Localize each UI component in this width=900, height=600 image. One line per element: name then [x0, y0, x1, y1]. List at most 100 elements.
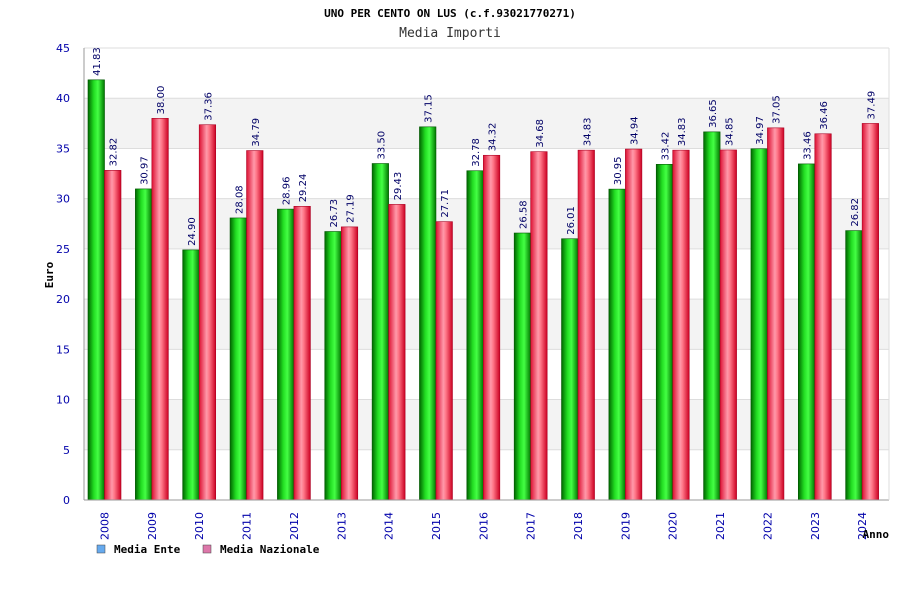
data-label-media-ente-2020: 33.42 [660, 132, 671, 161]
y-tick-label: 35 [56, 142, 70, 155]
bar-media-ente-2015 [419, 126, 437, 501]
bar-media-ente-2013 [324, 231, 342, 501]
x-tick-label-2024: 2024 [856, 512, 869, 540]
x-tick-label-2009: 2009 [146, 512, 159, 540]
data-label-media-ente-2022: 34.97 [755, 116, 766, 145]
x-axis-label: Anno [863, 528, 890, 541]
data-label-media-ente-2010: 24.90 [187, 217, 198, 246]
legend: Media Ente Media Nazionale [96, 543, 320, 556]
legend-swatch-media-nazionale [202, 544, 212, 554]
legend-label-media-nazionale: Media Nazionale [220, 543, 320, 556]
x-tick-label-2015: 2015 [430, 512, 443, 540]
data-label-media-ente-2012: 28.96 [282, 176, 293, 205]
data-label-media-ente-2017: 26.58 [518, 200, 529, 229]
bar-media-ente-2011 [229, 217, 247, 501]
y-tick-label: 20 [56, 293, 70, 306]
data-label-media-nazionale-2017: 34.68 [535, 119, 546, 148]
x-tick-label-2013: 2013 [335, 512, 348, 540]
bar-media-nazionale-2016 [483, 154, 501, 501]
y-axis-label: Euro [43, 261, 56, 288]
y-axis-ticks: 0 5 10 15 20 25 30 35 40 45 [56, 42, 70, 507]
bar-media-ente-2016 [466, 170, 484, 501]
data-label-media-ente-2016: 32.78 [471, 138, 482, 167]
bar-media-nazionale-2014 [388, 204, 406, 501]
bar-media-ente-2020 [655, 164, 674, 501]
bar-media-nazionale-2011 [246, 150, 264, 501]
data-label-media-nazionale-2021: 34.85 [724, 117, 735, 146]
data-label-media-ente-2018: 26.01 [566, 206, 577, 235]
y-tick-label: 5 [63, 444, 70, 457]
bar-media-ente-2022 [750, 148, 768, 501]
data-label-media-nazionale-2018: 34.83 [582, 118, 593, 147]
x-tick-label-2023: 2023 [809, 512, 822, 540]
chart-title: UNO PER CENTO ON LUS (c.f.93021770271) [324, 7, 576, 20]
x-tick-label-2014: 2014 [383, 512, 396, 540]
bar-media-nazionale-2012 [293, 206, 311, 501]
bar-media-nazionale-2024 [861, 123, 879, 501]
x-tick-label-2010: 2010 [193, 512, 206, 540]
data-label-media-ente-2015: 37.15 [424, 94, 435, 123]
data-label-media-ente-2011: 28.08 [234, 185, 245, 214]
bar-media-nazionale-2008 [104, 170, 122, 501]
data-label-media-nazionale-2019: 34.94 [630, 116, 641, 145]
bar-media-ente-2017 [513, 232, 531, 501]
x-tick-label-2011: 2011 [241, 512, 254, 540]
data-label-media-ente-2013: 26.73 [329, 199, 340, 228]
y-tick-label: 30 [56, 193, 70, 206]
data-labels: 41.83 32.82 30.97 38.00 24.90 37.36 28.08 34.79… [92, 47, 877, 246]
legend-label-media-ente: Media Ente [114, 543, 181, 556]
data-label-media-nazionale-2014: 29.43 [393, 172, 404, 201]
data-label-media-nazionale-2023: 36.46 [819, 101, 830, 130]
data-label-media-nazionale-2010: 37.36 [203, 92, 214, 121]
x-tick-label-2019: 2019 [619, 512, 632, 540]
data-label-media-ente-2009: 30.97 [140, 156, 151, 185]
chart-subtitle: Media Importi [399, 26, 501, 41]
bar-media-nazionale-2009 [151, 118, 169, 501]
bar-media-ente-2019 [608, 188, 626, 501]
y-tick-label: 10 [56, 394, 70, 407]
data-label-media-ente-2014: 33.50 [376, 131, 387, 160]
x-tick-label-2012: 2012 [288, 512, 301, 540]
bar-media-nazionale-2023 [814, 133, 832, 501]
x-axis-ticks: 2008 2009 2010 2011 2012 2013 2014 2015 2016 2017… [99, 512, 870, 540]
axes [83, 48, 890, 501]
x-tick-label-2017: 2017 [525, 512, 538, 540]
x-tick-label-2018: 2018 [572, 512, 585, 540]
data-label-media-nazionale-2013: 27.19 [346, 194, 357, 223]
bar-media-ente-2021 [703, 131, 721, 501]
bar-media-nazionale-2010 [198, 124, 217, 501]
y-tick-label: 15 [56, 343, 70, 356]
x-tick-label-2020: 2020 [667, 512, 680, 540]
bar-media-nazionale-2022 [767, 127, 785, 501]
bar-media-ente-2012 [277, 208, 295, 501]
y-tick-label: 0 [63, 494, 70, 507]
data-label-media-ente-2008: 41.83 [92, 47, 103, 76]
x-tick-label-2022: 2022 [761, 512, 774, 540]
data-label-media-nazionale-2022: 37.05 [772, 95, 783, 124]
y-tick-label: 25 [56, 243, 70, 256]
bar-media-ente-2023 [797, 163, 816, 501]
y-tick-label: 40 [56, 92, 70, 105]
bar-media-nazionale-2017 [530, 151, 548, 501]
data-label-media-ente-2021: 36.65 [708, 99, 719, 128]
data-label-media-ente-2024: 26.82 [850, 198, 861, 227]
data-label-media-nazionale-2011: 34.79 [251, 118, 262, 147]
bar-media-nazionale-2019 [625, 148, 643, 501]
data-label-media-ente-2023: 33.46 [803, 131, 814, 160]
x-tick-label-2008: 2008 [99, 512, 112, 540]
data-label-media-nazionale-2020: 34.83 [677, 118, 688, 147]
bars [87, 79, 879, 501]
x-tick-label-2021: 2021 [714, 512, 727, 540]
y-tick-label: 45 [56, 42, 70, 55]
data-label-media-nazionale-2009: 38.00 [156, 86, 167, 115]
bar-media-ente-2014 [371, 163, 389, 501]
bar-media-ente-2010 [182, 249, 200, 501]
plot-band [84, 98, 889, 149]
bar-media-nazionale-2021 [719, 149, 737, 501]
data-label-media-nazionale-2012: 29.24 [298, 174, 309, 203]
bar-media-ente-2009 [135, 188, 153, 501]
x-tick-label-2016: 2016 [477, 512, 490, 540]
bar-media-ente-2018 [561, 238, 579, 501]
data-label-media-ente-2019: 30.95 [613, 156, 624, 185]
